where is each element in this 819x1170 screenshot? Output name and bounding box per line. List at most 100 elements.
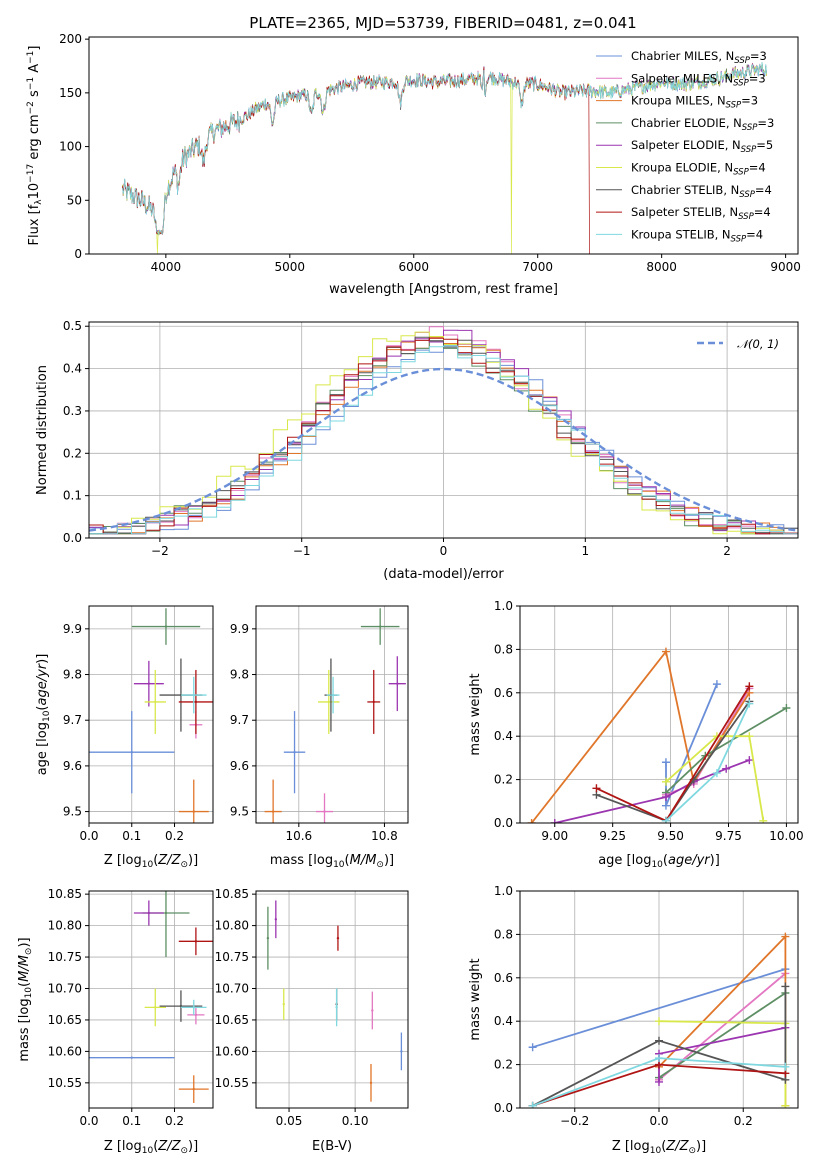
y-tick-label: 10.60: [215, 1044, 249, 1058]
x-tick-label: 0.2: [734, 1114, 753, 1128]
x-tick-label: −0.2: [560, 1114, 589, 1128]
plus-marker: [655, 1077, 663, 1086]
mass-vs-reddening-panel: 0.05 0.10 10.55 10.60 10.65 10.70 10.75 10.80 10…: [215, 887, 409, 1154]
plot-area: [89, 891, 213, 1103]
data-point: [130, 750, 133, 754]
plus-marker: [722, 764, 731, 773]
age-vs-metallicity-panel: 0.0 0.1 0.2 9.5 9.6 9.7 9.8 9.9 Z [log10(Z/Z⊙)] a…: [35, 605, 214, 870]
normal-curve: [89, 367, 796, 532]
data-point: [336, 936, 340, 940]
legend: Chabrier MILES, NSSP=3 Salpeter MILES, NS…: [596, 49, 774, 244]
weight-line-6: [596, 700, 751, 822]
legend-label: Chabrier STELIB, NSSP=4: [631, 183, 772, 200]
plus-marker: [745, 732, 754, 741]
legend-label: Salpeter MILES, NSSP=3: [631, 71, 766, 88]
x-tick-label: 9.50: [657, 829, 684, 843]
plus-marker: [661, 792, 670, 801]
x-tick-label: 5000: [275, 260, 306, 274]
y-tick-label: 0: [74, 247, 82, 261]
y-tick-label: 10.75: [48, 950, 82, 964]
y-tick-label: 0.4: [494, 729, 513, 743]
y-tick-label: 10.65: [215, 1013, 249, 1027]
x-tick-label: 0.0: [649, 1114, 668, 1128]
weight-line-6: [532, 986, 787, 1107]
y-tick-label: 50: [67, 193, 82, 207]
x-tick-label: 4000: [151, 260, 182, 274]
x-tick-label: 8000: [646, 260, 677, 274]
plus-marker: [655, 1017, 663, 1026]
weight-line-2: [530, 649, 751, 823]
data-point: [331, 693, 335, 697]
plus-marker: [527, 819, 536, 823]
histogram-8: [89, 345, 798, 535]
data-point: [194, 700, 198, 704]
y-tick-label: 0.0: [494, 1101, 513, 1115]
y-tick-label: 0.2: [63, 446, 82, 460]
x-tick-label: 0.1: [122, 1114, 141, 1128]
y-tick-label: 10.80: [215, 919, 249, 933]
plot-area: [527, 647, 791, 823]
x-tick-label: 6000: [398, 260, 429, 274]
plot-area: [122, 62, 767, 254]
axes-frame: [255, 890, 409, 1109]
x-tick-label: 1: [581, 544, 589, 558]
weight-line-5: [665, 735, 765, 821]
x-axis-label: Z [log10(Z/Z⊙)]: [104, 853, 198, 870]
y-tick-label: 9.6: [63, 759, 82, 773]
data-point: [192, 1087, 195, 1091]
y-tick-label: 9.7: [230, 713, 249, 727]
plus-marker: [528, 1101, 537, 1108]
spectrum-title: PLATE=2365, MJD=53739, FIBERID=0481, z=0…: [249, 14, 636, 32]
mass-weight-vs-age-panel: 9.00 9.25 9.50 9.75 10.00 0.0 0.2 0.4 0.6 0.8 1.0 a…: [468, 599, 804, 870]
x-tick-label: 9.75: [715, 829, 742, 843]
data-point: [154, 1006, 157, 1009]
y-tick-label: 0.8: [494, 927, 513, 941]
data-point: [271, 810, 275, 813]
plot-area: [266, 900, 403, 1102]
data-point: [147, 911, 151, 915]
plus-marker: [781, 932, 790, 941]
y-tick-label: 9.5: [63, 805, 82, 819]
x-axis-label: age [log10(age/yr)]: [598, 853, 720, 870]
y-tick-label: 100: [59, 140, 82, 154]
x-tick-label: 0.2: [165, 1114, 184, 1128]
plus-marker: [655, 1036, 663, 1045]
y-tick-label: 0.6: [494, 971, 513, 985]
y-tick-label: 0.3: [63, 404, 82, 418]
x-axis-label: wavelength [Angstrom, rest frame]: [329, 282, 558, 297]
plus-marker: [661, 647, 670, 656]
plus-marker: [661, 758, 670, 767]
x-tick-label: 9000: [770, 260, 801, 274]
x-tick-label: −1: [293, 544, 311, 558]
x-tick-label: 0.0: [79, 1114, 98, 1128]
x-tick-label: 10.00: [769, 829, 803, 843]
mass-vs-metallicity-panel: 0.0 0.1 0.2 10.55 10.60 10.65 10.70 10.75 10.80 1…: [17, 887, 214, 1156]
y-tick-label: 0.2: [494, 1058, 513, 1072]
y-tick-label: 1.0: [494, 884, 513, 898]
data-point: [400, 1050, 403, 1053]
data-point: [335, 1006, 338, 1009]
x-axis-label: Z [log10(Z/Z⊙)]: [104, 1139, 198, 1156]
axes-frame: [88, 890, 214, 1109]
y-tick-label: 0.0: [63, 531, 82, 545]
y-axis-label: mass weight: [468, 673, 483, 755]
y-tick-label: 10.55: [215, 1076, 249, 1090]
data-point: [192, 810, 195, 813]
legend-label: Kroupa MILES, NSSP=3: [631, 94, 758, 111]
plus-marker: [661, 801, 670, 810]
y-tick-label: 0.5: [63, 319, 82, 333]
data-point: [179, 1004, 183, 1008]
plus-marker: [782, 703, 791, 712]
y-tick-label: 150: [59, 86, 82, 100]
y-axis-label: Flux [fλ10−17 erg cm−2 s−1 A−1]: [26, 46, 44, 246]
data-point: [372, 700, 375, 704]
x-axis-label: (data-model)/error: [383, 567, 504, 582]
y-tick-label: 10.65: [48, 1013, 82, 1027]
plus-marker: [712, 769, 721, 778]
y-axis-label: age [log10(age/yr)]: [35, 654, 52, 776]
x-tick-label: 0.1: [122, 829, 141, 843]
data-point: [147, 682, 151, 685]
mass-weight-vs-metallicity-panel: −0.2 0.0 0.2 0.0 0.2 0.4 0.6 0.8 1.0 Z [log10(Z/Z…: [468, 884, 799, 1156]
y-tick-label: 10.75: [215, 950, 249, 964]
